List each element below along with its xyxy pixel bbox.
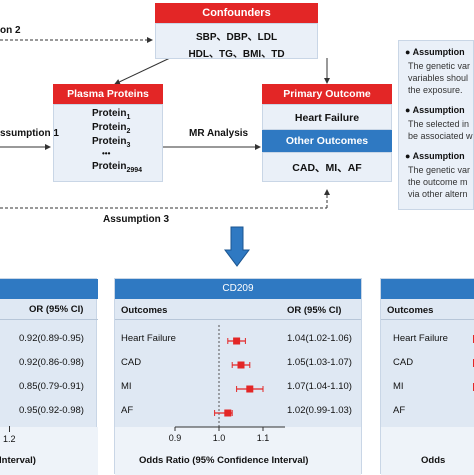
right-outcome-label-2: CAD (393, 357, 414, 368)
or-point-4 (224, 409, 232, 417)
right-col-outcomes: Outcomes (387, 305, 434, 316)
other-outcomes-value: CAD、MI、AF (262, 152, 392, 182)
primary-outcome-header: Primary Outcome (262, 84, 392, 104)
right-panel-header (381, 279, 474, 299)
protein-ellipsis: ••• (102, 149, 111, 158)
right-outcome-label-3: MI (393, 381, 404, 392)
plasma-proteins-box: Protein1 Protein2 Protein3 ••• Protein29… (53, 104, 163, 182)
assumption1-label: ssumption 1 (0, 128, 59, 139)
left-col-or: OR (95% CI) (29, 304, 84, 315)
left-header-divider (0, 319, 98, 320)
mr-analysis-label: MR Analysis (189, 128, 249, 139)
other-outcomes-header: Other Outcomes (262, 130, 392, 152)
down-arrow-icon (224, 226, 250, 267)
center-axis-label: Odds Ratio (95% Confidence Interval) (139, 455, 309, 466)
confounder-to-plasma-arrow (114, 57, 171, 85)
flow-connectors (0, 37, 330, 209)
left-axis-tick (9, 426, 10, 432)
left-or-row-3: 0.85(0.79-0.91) (19, 381, 84, 392)
right-outcome-label-4: AF (393, 405, 406, 416)
confounders-header: Confounders (155, 3, 318, 23)
x-tick-label-3: 1.1 (257, 433, 270, 443)
assumption-item-1: ● Assumption The genetic var variables s… (405, 47, 471, 95)
bullet-icon: ● (405, 151, 413, 161)
left-or-row-2: 0.92(0.86-0.98) (19, 357, 84, 368)
right-header-divider (381, 319, 474, 320)
confounders-line2: HDL、TG、BMI、TD (188, 49, 285, 60)
assumption-item-3: ● Assumption The genetic var the outcome… (405, 151, 471, 199)
or-point-3 (246, 385, 254, 393)
center-col-outcomes: Outcomes (121, 305, 168, 316)
protein-3: Protein3 (92, 136, 131, 149)
bullet-icon: ● (405, 105, 413, 115)
left-forest-panel: OR (95% CI) 0.92(0.89-0.95) 0.92(0.86-0.… (0, 278, 98, 475)
center-header-divider (115, 319, 361, 320)
or-point-2 (237, 361, 245, 369)
or-point-1 (233, 337, 241, 345)
x-tick-label-1: 0.9 (169, 433, 182, 443)
left-tick-label: 1.2 (3, 434, 16, 444)
center-outcome-label-4: AF (121, 405, 134, 416)
left-or-row-4: 0.95(0.92-0.98) (19, 405, 84, 416)
center-outcome-label-2: CAD (121, 357, 142, 368)
x-tick-label-2: 1.0 (213, 433, 226, 443)
confounders-line1: SBP、DBP、LDL (195, 32, 278, 43)
center-outcome-label-3: MI (121, 381, 132, 392)
assumptions-box: ● Assumption The genetic var variables s… (398, 40, 474, 210)
left-or-row-1: 0.92(0.89-0.95) (19, 333, 84, 344)
center-col-or: OR (95% CI) (287, 305, 342, 316)
right-axis-area (381, 427, 474, 475)
protein-2: Protein2 (92, 122, 131, 135)
right-axis-label: Odds (421, 455, 446, 466)
primary-outcome-value: Heart Failure (262, 104, 392, 130)
protein-2994: Protein2994 (92, 161, 143, 174)
left-panel-header (0, 279, 98, 299)
center-or-text-2: 1.05(1.03-1.07) (287, 357, 352, 368)
left-axis-label: Interval) (0, 455, 36, 466)
confounders-box: SBP、DBP、LDL HDL、TG、BMI、TD (155, 23, 318, 60)
left-axis-area (0, 427, 98, 475)
bullet-icon: ● (405, 47, 413, 57)
assumption-item-2: ● Assumption The selected in be associat… (405, 105, 473, 141)
center-or-text-4: 1.02(0.99-1.03) (287, 405, 352, 416)
center-forest-panel: CD209 Outcomes OR (95% CI) Heart Failure… (114, 278, 362, 475)
plasma-proteins-header: Plasma Proteins (53, 84, 163, 104)
protein-1: Protein1 (92, 108, 131, 121)
center-panel-title: CD209 (115, 279, 361, 299)
assumption3-label: Assumption 3 (103, 214, 170, 225)
center-axis-area (115, 427, 361, 475)
center-forest-plot: 0.9 1.0 1.1 (169, 325, 285, 443)
right-forest-panel: Outcomes Heart Failure CAD MI AF Odds (380, 278, 474, 475)
center-or-text-3: 1.07(1.04-1.10) (287, 381, 352, 392)
assumption2-label: on 2 (0, 25, 21, 36)
center-outcome-label-1: Heart Failure (121, 333, 176, 344)
right-outcome-label-1: Heart Failure (393, 333, 448, 344)
center-or-text-1: 1.04(1.02-1.06) (287, 333, 352, 344)
